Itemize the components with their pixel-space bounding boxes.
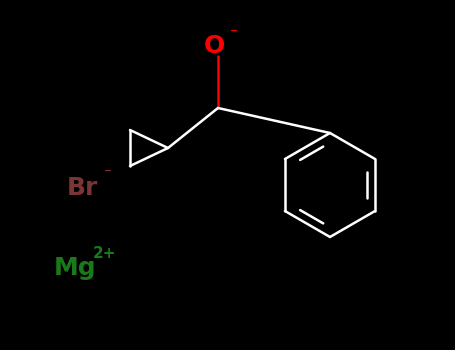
Text: ⁻: ⁻ xyxy=(104,167,112,182)
Text: Mg: Mg xyxy=(54,256,96,280)
Text: ⁻: ⁻ xyxy=(230,27,238,42)
Text: O: O xyxy=(203,34,225,58)
Text: 2+: 2+ xyxy=(93,246,117,261)
Text: Br: Br xyxy=(66,176,98,200)
